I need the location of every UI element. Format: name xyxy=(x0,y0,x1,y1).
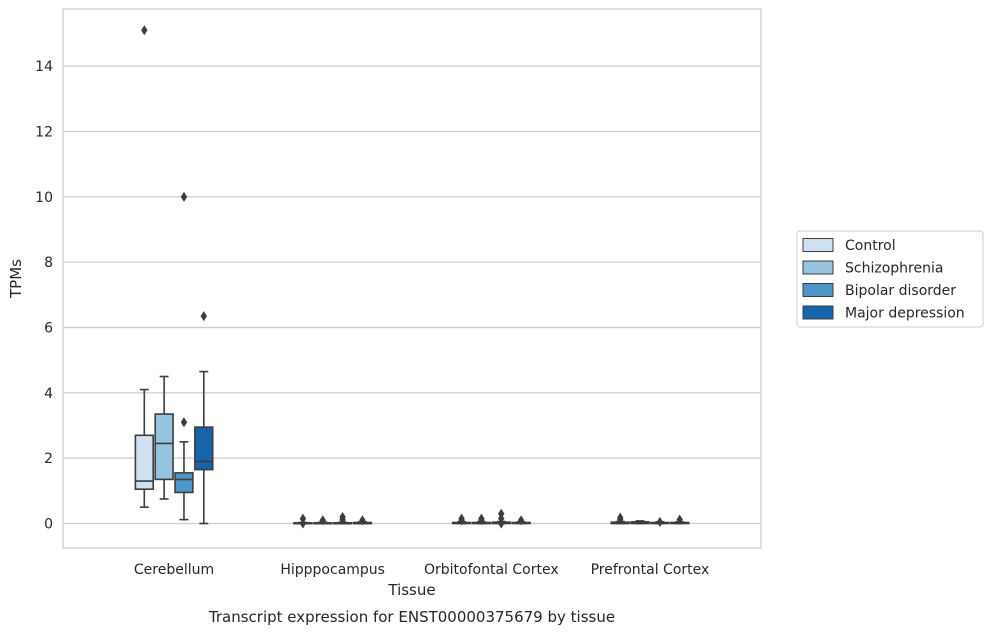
legend-swatch xyxy=(802,260,834,275)
box xyxy=(134,434,155,490)
outlier-point xyxy=(299,518,307,529)
x-tick-label: Orbitofontal Cortex xyxy=(424,562,559,578)
x-axis-ticks: Cerebellum Hipppocampus Orbitofontal Corte… xyxy=(134,562,709,578)
outlier-point xyxy=(180,191,188,202)
legend-label: Major depression xyxy=(845,306,965,322)
chart-title: Transcript expression for ENST0000037567… xyxy=(208,608,615,626)
outlier-point xyxy=(359,515,366,526)
y-axis-ticks: 0 2 4 6 8 10 12 14 xyxy=(35,59,53,532)
legend-frame xyxy=(796,230,984,328)
outlier-point xyxy=(319,515,326,526)
legend: Control Schizophrenia Bipolar disorder Majo… xyxy=(796,230,984,328)
outlier-point xyxy=(200,311,207,322)
outlier-point xyxy=(458,513,465,524)
box-series xyxy=(134,25,690,529)
y-tick-label: 4 xyxy=(44,386,53,402)
y-tick-label: 10 xyxy=(35,190,53,206)
series-bipolar-disorder xyxy=(174,191,670,529)
outlier-point xyxy=(180,417,188,428)
series-major-depression xyxy=(194,311,690,526)
y-tick-label: 2 xyxy=(44,451,53,467)
legend-label: Schizophrenia xyxy=(845,261,943,277)
outlier-point xyxy=(141,25,148,36)
legend-label: Bipolar disorder xyxy=(845,283,956,299)
y-tick-label: 12 xyxy=(35,125,53,141)
legend-label: Control xyxy=(845,238,896,254)
series-schizophrenia xyxy=(154,375,650,526)
legend-swatch xyxy=(802,283,834,297)
y-tick-label: 14 xyxy=(35,59,53,75)
y-axis-title: TPMs xyxy=(7,259,25,299)
x-tick-label: Hipppocampus xyxy=(280,562,385,578)
outlier-point xyxy=(478,513,485,524)
box xyxy=(154,413,174,481)
outlier-point xyxy=(617,512,624,523)
x-axis-title: Tissue xyxy=(387,581,435,599)
outlier-point xyxy=(676,514,683,525)
y-tick-label: 0 xyxy=(44,517,53,533)
x-tick-label: Prefrontal Cortex xyxy=(591,562,710,578)
legend-swatch xyxy=(802,305,834,320)
series-control xyxy=(134,25,630,529)
legend-swatch xyxy=(802,238,834,252)
y-tick-label: 6 xyxy=(44,321,53,337)
outlier-point xyxy=(656,516,664,527)
outlier-point xyxy=(517,515,525,526)
outlier-point xyxy=(339,511,346,522)
box xyxy=(174,472,194,494)
y-tick-label: 8 xyxy=(44,255,53,271)
outlier-point xyxy=(498,513,505,524)
x-tick-label: Cerebellum xyxy=(134,562,214,578)
box xyxy=(194,426,214,471)
